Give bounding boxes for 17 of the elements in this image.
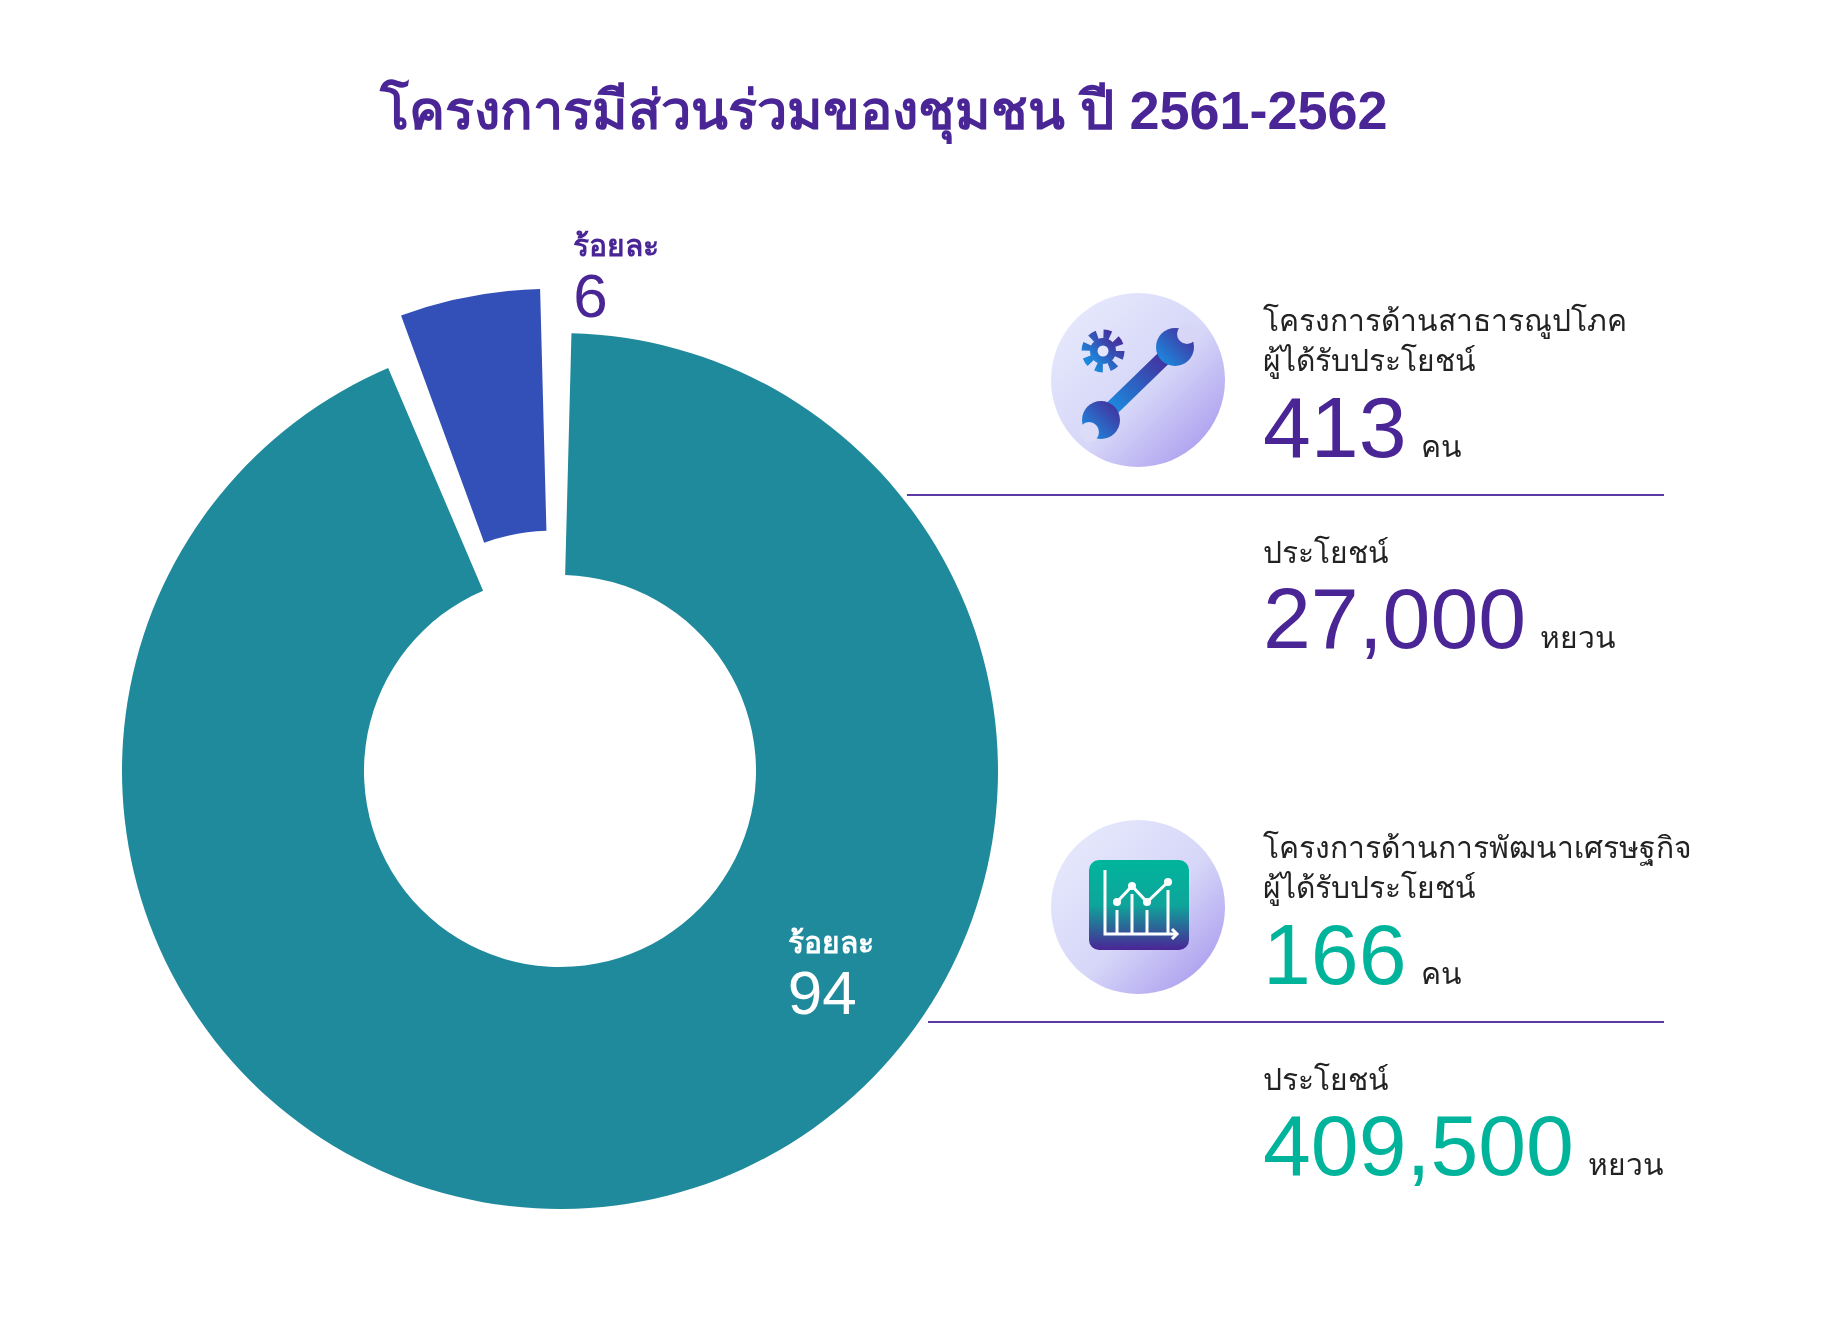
text: 409,500 — [1263, 1097, 1574, 1193]
text: หยวน — [1587, 1148, 1664, 1181]
text: ประโยชน์ — [1263, 535, 1389, 569]
data-label: ร้อยละ 6 — [573, 229, 660, 331]
text: โครงการด้านสาธารณูปโภค — [1263, 303, 1627, 339]
text: โครงการด้านการพัฒนาเศรษฐกิจ — [1263, 830, 1692, 866]
chart-title: โครงการมีส่วนร่วมของชุมชน ปี 2561-2562 — [379, 79, 1388, 145]
text: คน — [1420, 957, 1462, 990]
text: 27,000 — [1263, 570, 1527, 666]
text: หยวน — [1540, 621, 1617, 654]
text: 413 — [1263, 379, 1407, 475]
text: ผู้ได้รับประโยชน์ — [1263, 343, 1476, 379]
data-label: ร้อยละ 94 — [787, 925, 874, 1027]
text: คน — [1420, 430, 1462, 463]
text: ประโยชน์ — [1263, 1062, 1389, 1096]
text: ผู้ได้รับประโยชน์ — [1263, 870, 1476, 906]
text: 166 — [1263, 906, 1407, 1002]
